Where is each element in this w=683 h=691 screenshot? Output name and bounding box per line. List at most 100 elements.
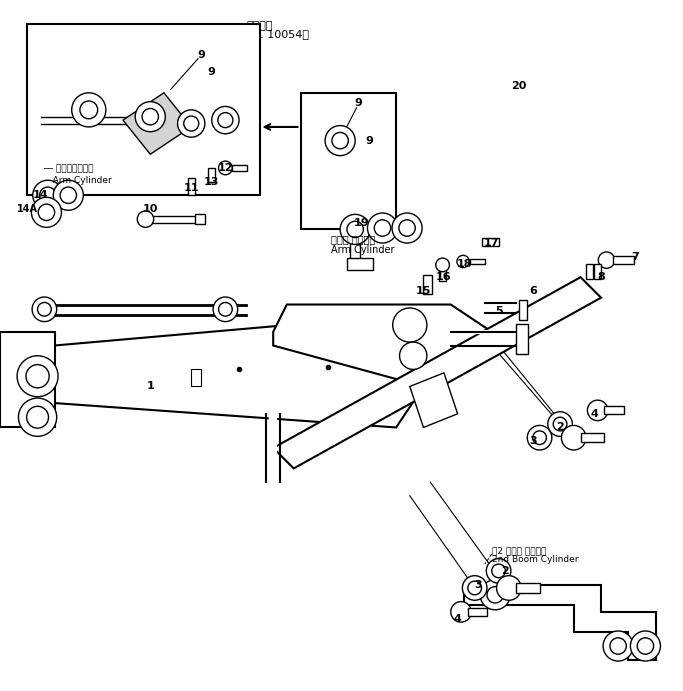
Circle shape xyxy=(332,133,348,149)
Text: 9: 9 xyxy=(208,67,216,77)
Bar xyxy=(604,406,624,415)
Bar xyxy=(613,256,634,264)
Circle shape xyxy=(26,365,49,388)
Circle shape xyxy=(630,631,660,661)
Circle shape xyxy=(451,602,471,622)
Circle shape xyxy=(38,204,55,220)
Circle shape xyxy=(219,161,232,175)
Polygon shape xyxy=(410,373,458,428)
Bar xyxy=(439,265,446,281)
Text: Arm Cylinder: Arm Cylinder xyxy=(331,245,395,255)
Text: 2: 2 xyxy=(556,422,564,433)
Text: ― アームシリンダ: ― アームシリンダ xyxy=(44,164,94,173)
Bar xyxy=(27,24,260,196)
Circle shape xyxy=(32,297,57,321)
Text: 適用号表: 適用号表 xyxy=(247,21,273,31)
Bar xyxy=(423,275,432,294)
Polygon shape xyxy=(0,332,55,428)
Text: 5: 5 xyxy=(494,306,503,316)
Bar xyxy=(581,433,604,442)
Circle shape xyxy=(219,303,232,316)
Text: 15: 15 xyxy=(416,286,431,296)
Circle shape xyxy=(72,93,106,127)
Text: 3: 3 xyxy=(529,436,537,446)
Bar xyxy=(482,238,499,247)
Bar xyxy=(191,370,201,386)
Text: 9: 9 xyxy=(354,98,363,108)
Circle shape xyxy=(17,356,58,397)
Circle shape xyxy=(468,581,482,595)
Circle shape xyxy=(27,406,48,428)
Circle shape xyxy=(457,256,469,267)
Text: 6: 6 xyxy=(529,286,537,296)
Circle shape xyxy=(393,308,427,342)
Text: 17: 17 xyxy=(484,238,499,248)
Bar xyxy=(208,168,215,182)
Bar xyxy=(188,178,195,196)
Circle shape xyxy=(548,412,572,436)
Circle shape xyxy=(137,211,154,227)
Bar xyxy=(470,258,485,264)
Circle shape xyxy=(399,220,415,236)
Text: 13: 13 xyxy=(204,177,219,187)
Circle shape xyxy=(40,187,56,203)
Circle shape xyxy=(31,198,61,227)
Circle shape xyxy=(587,400,608,421)
Circle shape xyxy=(213,297,238,321)
Text: 7: 7 xyxy=(631,252,639,262)
Circle shape xyxy=(53,180,83,210)
Circle shape xyxy=(603,631,633,661)
Bar xyxy=(195,214,205,224)
Polygon shape xyxy=(464,585,656,660)
Circle shape xyxy=(533,431,546,444)
Circle shape xyxy=(18,398,57,436)
Text: Serial No. 10054～: Serial No. 10054～ xyxy=(210,29,309,39)
Circle shape xyxy=(497,576,521,600)
Text: 3: 3 xyxy=(474,580,482,589)
Circle shape xyxy=(486,558,511,583)
Bar xyxy=(586,263,593,278)
Circle shape xyxy=(178,110,205,138)
Circle shape xyxy=(218,113,233,128)
Circle shape xyxy=(392,213,422,243)
Circle shape xyxy=(340,214,370,245)
Circle shape xyxy=(400,342,427,370)
Circle shape xyxy=(325,126,355,155)
Circle shape xyxy=(492,564,505,578)
Circle shape xyxy=(80,101,98,119)
Bar xyxy=(516,323,528,354)
Circle shape xyxy=(367,213,398,243)
Text: 4: 4 xyxy=(454,614,462,624)
Circle shape xyxy=(598,252,615,268)
Circle shape xyxy=(487,587,503,603)
Circle shape xyxy=(610,638,626,654)
Text: アーム シリンダ: アーム シリンダ xyxy=(331,235,376,245)
Bar xyxy=(594,263,601,278)
Text: 14A: 14A xyxy=(17,204,38,214)
Text: 14: 14 xyxy=(33,190,48,200)
Text: 8: 8 xyxy=(597,272,605,282)
Text: 9: 9 xyxy=(197,50,206,60)
Circle shape xyxy=(374,220,391,236)
Text: 4: 4 xyxy=(590,409,598,419)
Bar xyxy=(232,165,247,171)
Circle shape xyxy=(637,638,654,654)
Bar xyxy=(347,258,373,270)
Circle shape xyxy=(347,221,363,238)
Bar xyxy=(468,608,487,616)
Text: 2: 2 xyxy=(501,566,510,576)
Circle shape xyxy=(142,108,158,125)
Circle shape xyxy=(212,106,239,134)
Circle shape xyxy=(527,426,552,450)
Text: 第2 ブーム シリンダ: 第2 ブーム シリンダ xyxy=(492,546,546,555)
Bar xyxy=(301,93,396,229)
Circle shape xyxy=(462,576,487,600)
Circle shape xyxy=(135,102,165,132)
Polygon shape xyxy=(14,312,478,428)
Circle shape xyxy=(38,303,51,316)
Text: 10: 10 xyxy=(143,204,158,214)
Polygon shape xyxy=(273,277,601,468)
Text: 1: 1 xyxy=(146,381,154,392)
Bar xyxy=(519,301,527,319)
Text: 2nd Boom Cylinder: 2nd Boom Cylinder xyxy=(492,555,579,564)
